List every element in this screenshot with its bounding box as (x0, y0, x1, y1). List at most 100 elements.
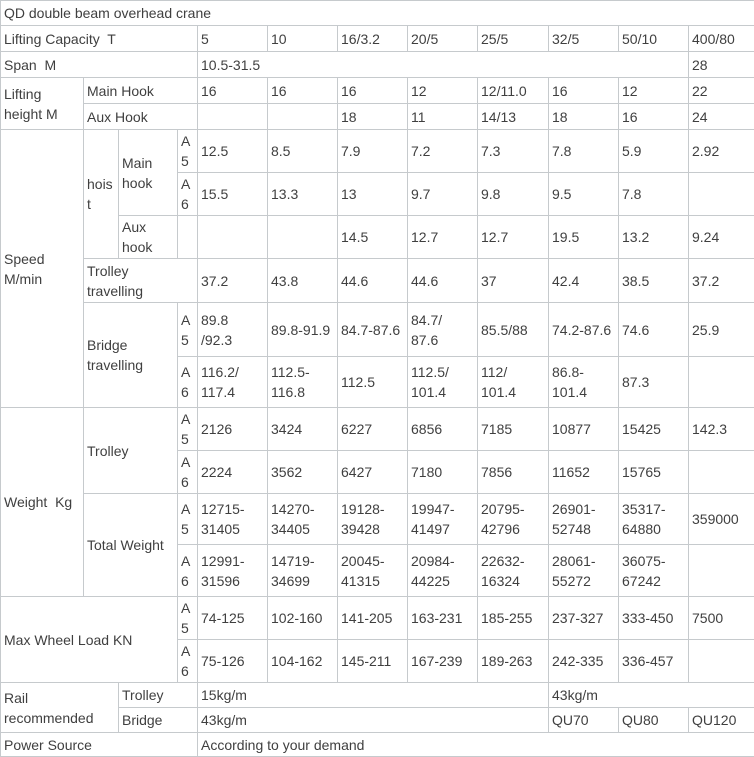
bridge-travelling-a6-cell: 86.8- 101.4 (549, 357, 619, 408)
total-weight-a5-cell: 19128- 39428 (338, 494, 408, 545)
class-a5-label: A5 (178, 408, 198, 451)
total-weight-a6-cell: 14719- 34699 (268, 545, 338, 597)
wheel-load-a6-cell: 75-126 (198, 640, 268, 683)
total-weight-a5-cell: 19947- 41497 (408, 494, 478, 545)
bridge-travelling-a5-cell: 89.8-91.9 (268, 303, 338, 357)
trolley-weight-a5-cell: 2126 (198, 408, 268, 451)
hoist-speed-a6-cell: 13.3 (268, 173, 338, 216)
wheel-load-a6-cell (689, 640, 754, 683)
trolley-weight-a5-cell: 3424 (268, 408, 338, 451)
trolley-travelling-cell: 44.6 (338, 259, 408, 303)
aux-hook-speed-cell (268, 216, 338, 259)
rail-bridge-model-cell: QU70 (549, 708, 619, 733)
wheel-load-a5-cell: 7500 (689, 597, 754, 640)
main-hook-height-cell: 16 (549, 78, 619, 104)
total-weight-a5-cell: 20795- 42796 (478, 494, 549, 545)
capacity-cell: 25/5 (478, 26, 549, 52)
wheel-load-a5-cell: 237-327 (549, 597, 619, 640)
hoist-speed-a5-cell: 12.5 (198, 130, 268, 173)
trolley-weight-a6-cell: 7180 (408, 451, 478, 494)
hoist-speed-a5-cell: 5.9 (619, 130, 689, 173)
rail-trolley-right-cell: 43kg/m (549, 683, 754, 708)
wheel-load-a5-cell: 74-125 (198, 597, 268, 640)
capacity-cell: 10 (268, 26, 338, 52)
rail-section-label: Rail recommended (1, 683, 119, 733)
bridge-travelling-a5-cell: 84.7-87.6 (338, 303, 408, 357)
main-hook-label: Main Hook (84, 78, 198, 104)
class-a5-label: A5 (178, 303, 198, 357)
hoist-label: hoist (84, 130, 119, 259)
hoist-speed-a5-cell: 7.3 (478, 130, 549, 173)
span-row-label: Span M (1, 52, 198, 78)
hoist-speed-a6-cell: 7.8 (619, 173, 689, 216)
hoist-speed-a6-cell: 9.8 (478, 173, 549, 216)
total-weight-a6-cell: 22632- 16324 (478, 545, 549, 597)
trolley-travelling-cell: 38.5 (619, 259, 689, 303)
wheel-load-a5-cell: 141-205 (338, 597, 408, 640)
hoist-speed-a6-cell: 9.7 (408, 173, 478, 216)
aux-hook-height-cell (268, 104, 338, 130)
main-hook-height-cell: 16 (338, 78, 408, 104)
total-weight-label: Total Weight (84, 494, 178, 597)
wheel-load-a6-cell: 242-335 (549, 640, 619, 683)
hoist-speed-a5-cell: 7.9 (338, 130, 408, 173)
total-weight-a5-cell: 12715- 31405 (198, 494, 268, 545)
capacity-row-label: Lifting Capacity T (1, 26, 198, 52)
trolley-weight-a5-cell: 7185 (478, 408, 549, 451)
aux-hook-height-cell: 18 (549, 104, 619, 130)
total-weight-a5-cell: 14270- 34405 (268, 494, 338, 545)
hoist-speed-a5-cell: 2.92 (689, 130, 754, 173)
class-a6-label: A6 (178, 451, 198, 494)
rail-trolley-label: Trolley (119, 683, 198, 708)
trolley-weight-a6-cell: 7856 (478, 451, 549, 494)
wheel-load-a6-cell: 145-211 (338, 640, 408, 683)
hoist-speed-a6-cell: 9.5 (549, 173, 619, 216)
capacity-cell: 5 (198, 26, 268, 52)
trolley-weight-a6-cell: 15765 (619, 451, 689, 494)
power-source-label: Power Source (1, 733, 198, 757)
trolley-weight-a6-cell: 11652 (549, 451, 619, 494)
aux-hook-height-cell: 14/13 (478, 104, 549, 130)
class-a6-label: A6 (178, 173, 198, 216)
wheel-load-a6-cell: 336-457 (619, 640, 689, 683)
main-hook-height-cell: 16 (198, 78, 268, 104)
span-range-cell: 10.5-31.5 (198, 52, 689, 78)
hoist-aux-hook-label: Aux hook (119, 216, 178, 259)
aux-hook-speed-cell: 12.7 (478, 216, 549, 259)
bridge-travelling-a6-cell: 112.5 (338, 357, 408, 408)
aux-hook-height-cell: 24 (689, 104, 754, 130)
class-a6-label: A6 (178, 545, 198, 597)
bridge-travelling-a6-cell (689, 357, 754, 408)
trolley-weight-a5-cell: 15425 (619, 408, 689, 451)
hoist-speed-a6-cell: 13 (338, 173, 408, 216)
aux-hook-height-cell: 18 (338, 104, 408, 130)
aux-hook-speed-cell: 12.7 (408, 216, 478, 259)
bridge-travelling-label: Bridge travelling (84, 303, 178, 408)
main-hook-height-cell: 12/11.0 (478, 78, 549, 104)
total-weight-a6-cell: 28061- 55272 (549, 545, 619, 597)
total-weight-a6-cell: 20984- 44225 (408, 545, 478, 597)
aux-hook-speed-cell: 9.24 (689, 216, 754, 259)
aux-hook-speed-cell: 13.2 (619, 216, 689, 259)
lifting-height-label: Lifting height M (1, 78, 84, 130)
trolley-travelling-cell: 37 (478, 259, 549, 303)
trolley-weight-label: Trolley (84, 408, 178, 494)
bridge-travelling-a5-cell: 74.6 (619, 303, 689, 357)
class-a5-label: A5 (178, 597, 198, 640)
trolley-weight-a6-cell: 3562 (268, 451, 338, 494)
table-title: QD double beam overhead crane (1, 1, 754, 26)
trolley-travelling-cell: 44.6 (408, 259, 478, 303)
empty-class-cell (178, 216, 198, 259)
bridge-travelling-a6-cell: 116.2/ 117.4 (198, 357, 268, 408)
class-a5-label: A5 (178, 494, 198, 545)
wheel-load-a5-cell: 185-255 (478, 597, 549, 640)
hoist-speed-a5-cell: 7.8 (549, 130, 619, 173)
bridge-travelling-a5-cell: 74.2-87.6 (549, 303, 619, 357)
trolley-travelling-cell: 37.2 (198, 259, 268, 303)
hoist-main-hook-label: Main hook (119, 130, 178, 216)
aux-hook-speed-cell: 19.5 (549, 216, 619, 259)
trolley-weight-a5-cell: 142.3 (689, 408, 754, 451)
main-hook-height-cell: 12 (619, 78, 689, 104)
capacity-cell: 50/10 (619, 26, 689, 52)
wheel-load-a5-cell: 163-231 (408, 597, 478, 640)
